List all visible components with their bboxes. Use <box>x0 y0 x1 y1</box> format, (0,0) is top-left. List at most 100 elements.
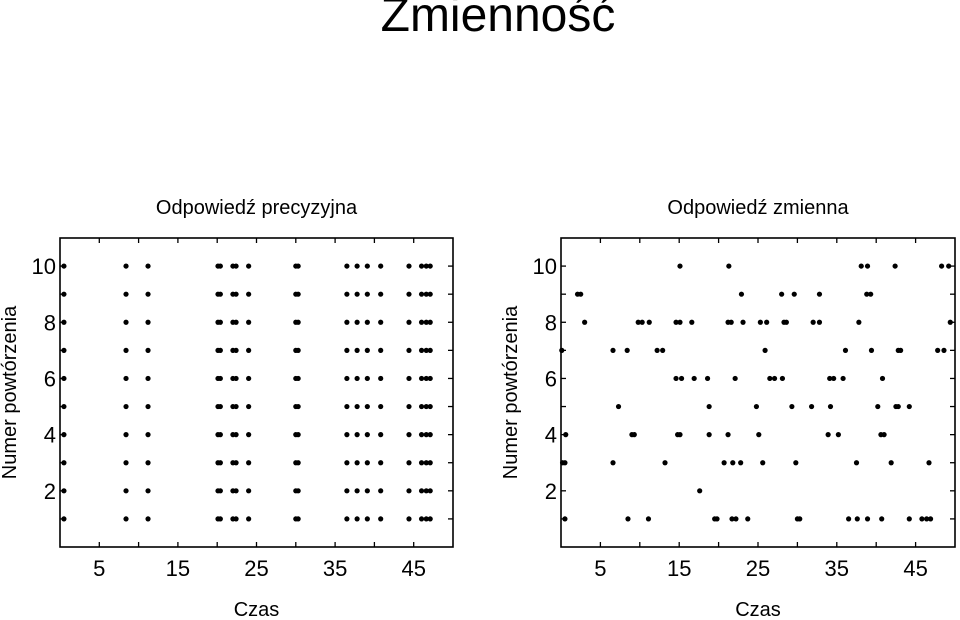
spike-dot-variable <box>864 516 871 522</box>
spike-dot-precise <box>423 432 429 438</box>
spike-dot-variable <box>714 516 720 522</box>
spike-dot-variable <box>946 263 952 269</box>
spike-dot-precise <box>217 516 223 522</box>
spike-dot-variable <box>704 375 711 382</box>
spike-dot-variable <box>919 516 925 522</box>
spike-dot-variable <box>738 291 745 297</box>
spike-dot-precise <box>378 347 384 353</box>
spike-dot-variable <box>808 403 815 410</box>
y-tick-label-precise: 6 <box>44 366 56 391</box>
spike-dot-precise <box>364 291 370 297</box>
spike-dot-variable <box>740 319 746 325</box>
spike-dot-precise <box>233 516 239 522</box>
spike-dot-precise <box>246 375 252 382</box>
spike-dot-precise <box>427 263 433 269</box>
spike-dot-precise <box>354 263 360 269</box>
spike-dot-variable <box>810 319 816 325</box>
spike-dot-precise <box>364 516 370 522</box>
spike-dot-precise <box>364 403 370 410</box>
spike-dot-variable <box>645 516 652 522</box>
spike-dot-precise <box>295 375 301 382</box>
spike-dot-precise <box>295 347 301 353</box>
spike-dot-precise <box>246 432 252 438</box>
spike-dot-precise <box>123 291 129 297</box>
spike-dot-variable <box>906 516 912 522</box>
spike-dot-variable <box>721 460 727 466</box>
spike-dot-variable <box>906 403 912 410</box>
spike-dot-precise <box>406 403 412 410</box>
spike-dot-variable <box>725 432 731 438</box>
spike-dot-precise <box>344 516 350 522</box>
spike-dot-variable <box>635 319 641 325</box>
spike-dot-precise <box>233 291 239 297</box>
spike-dot-variable <box>728 319 734 325</box>
spike-dot-precise <box>344 432 350 438</box>
spike-dot-precise <box>423 403 429 410</box>
spike-dot-variable <box>779 291 785 297</box>
spike-dot-precise <box>123 488 129 494</box>
spike-dot-precise <box>233 319 239 325</box>
spike-dot-precise <box>217 347 223 353</box>
spike-dot-precise <box>354 403 360 410</box>
spike-dot-precise <box>123 347 129 353</box>
spike-dot-variable <box>816 319 823 325</box>
spike-dot-precise <box>344 375 350 382</box>
spike-dot-variable <box>827 375 833 382</box>
spike-dot-precise <box>217 460 223 466</box>
spike-dot-variable <box>868 291 874 297</box>
spike-dot-variable <box>879 375 886 382</box>
spike-dot-precise <box>123 432 129 438</box>
spike-dot-variable <box>729 516 735 522</box>
spike-dot-variable <box>756 432 762 438</box>
spike-dot-precise <box>364 347 370 353</box>
spike-dot-precise <box>61 375 67 382</box>
spike-dot-precise <box>378 403 384 410</box>
spike-dot-variable <box>677 319 683 325</box>
spike-dot-precise <box>406 375 412 382</box>
spike-dot-variable <box>610 460 616 466</box>
spike-dot-variable <box>646 319 652 325</box>
spike-dot-variable <box>610 347 616 353</box>
spike-dot-precise <box>423 347 429 353</box>
spike-dot-variable <box>631 432 637 438</box>
spike-dot-precise <box>378 291 384 297</box>
spike-dot-precise <box>418 432 425 438</box>
spike-dot-variable <box>831 375 837 382</box>
spike-dot-precise <box>145 403 151 410</box>
spike-dot-variable <box>827 403 834 410</box>
y-tick-label-precise: 8 <box>44 310 56 335</box>
spike-dot-variable <box>767 375 773 382</box>
spike-dot-precise <box>246 347 252 353</box>
spike-dot-precise <box>123 319 129 325</box>
spike-dot-precise <box>61 432 67 438</box>
y-tick-label-variable: 10 <box>533 254 557 279</box>
spike-dot-precise <box>123 460 129 466</box>
spike-dot-precise <box>427 347 433 353</box>
spike-dot-variable <box>926 460 932 466</box>
spike-dot-precise <box>354 460 360 466</box>
spike-dot-precise <box>354 347 360 353</box>
spike-dot-precise <box>418 263 425 269</box>
spike-dot-precise <box>145 488 151 494</box>
x-tick-label-precise: 15 <box>166 556 190 581</box>
spike-dot-precise <box>423 375 429 382</box>
spike-dot-precise <box>123 375 129 382</box>
spike-dot-variable <box>673 375 679 382</box>
spike-dot-precise <box>354 319 360 325</box>
spike-dot-precise <box>378 375 384 382</box>
plot-frame-variable <box>560 237 956 548</box>
spike-dot-precise <box>378 432 384 438</box>
subplot-title-variable: Odpowiedź zmienna <box>667 197 849 219</box>
spike-dot-precise <box>145 319 151 325</box>
spike-dot-precise <box>418 347 425 353</box>
spike-dot-precise <box>406 516 412 522</box>
x-tick-label-variable: 35 <box>825 556 849 581</box>
spike-dot-variable <box>559 347 565 353</box>
spike-dot-variable <box>762 347 768 353</box>
spike-dot-precise <box>145 432 151 438</box>
spike-dot-variable <box>881 432 887 438</box>
spike-dot-variable <box>615 403 622 410</box>
spike-dot-variable <box>578 291 584 297</box>
ticks-variable: 5 15 25 35 45 2 4 6 8 10 <box>533 238 955 581</box>
